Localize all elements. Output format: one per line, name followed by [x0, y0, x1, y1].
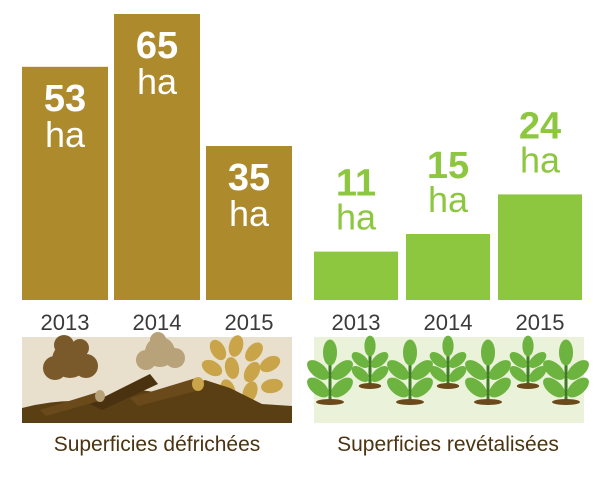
caption-superficies-defrichees: Superficies défrichées	[53, 433, 261, 456]
bar-2013	[22, 66, 108, 300]
caption-superficies-revetalisees: Superficies revétalisées	[337, 433, 559, 456]
bar-2015	[498, 194, 582, 300]
year-label-2014: 2014	[424, 310, 473, 335]
year-label-2013: 2013	[332, 310, 381, 335]
unit-label-2013: ha	[45, 114, 86, 155]
young-plants-illustration	[307, 335, 589, 423]
bar-2014	[114, 14, 200, 300]
bar-2013	[314, 251, 398, 300]
year-label-2015: 2015	[225, 310, 274, 335]
value-label-2014: 65	[136, 25, 178, 67]
value-label-2015: 35	[228, 157, 270, 199]
unit-label-2014: ha	[428, 179, 469, 220]
unit-label-2015: ha	[520, 139, 561, 180]
unit-label-2013: ha	[336, 197, 377, 238]
value-label-2014: 15	[427, 145, 469, 187]
year-label-2015: 2015	[516, 310, 565, 335]
felled-trees-illustration	[22, 332, 292, 423]
value-label-2015: 24	[519, 105, 561, 147]
bar-2015	[206, 146, 292, 300]
value-label-2013: 53	[44, 78, 86, 120]
bar-2014	[406, 234, 490, 300]
year-label-2013: 2013	[41, 310, 90, 335]
value-label-2013: 11	[336, 163, 376, 205]
unit-label-2015: ha	[229, 193, 270, 234]
unit-label-2014: ha	[137, 61, 178, 102]
year-label-2014: 2014	[133, 310, 182, 335]
